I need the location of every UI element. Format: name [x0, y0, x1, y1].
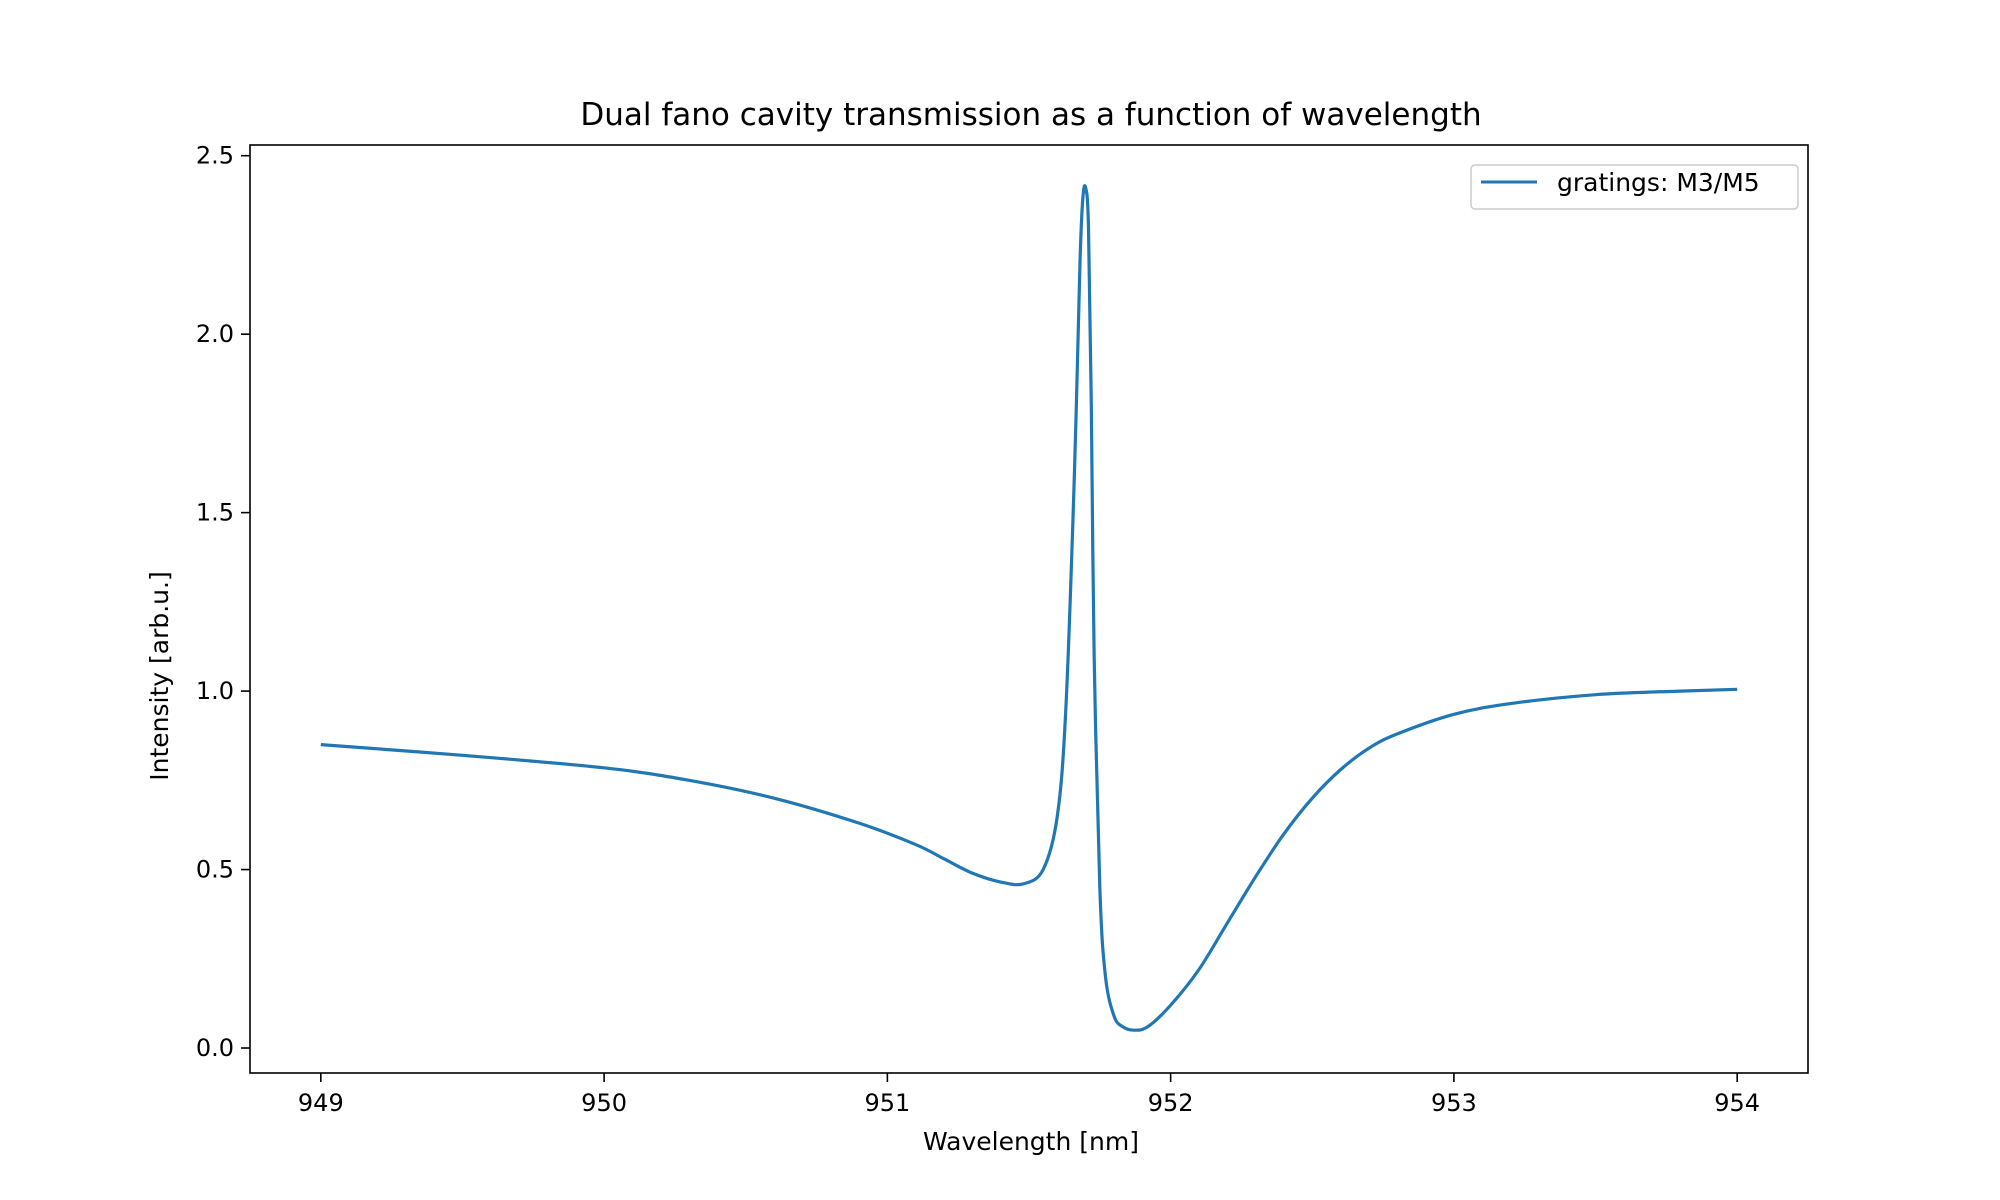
y-tick-label: 0.0: [196, 1034, 234, 1062]
x-tick-label: 954: [1714, 1089, 1760, 1117]
y-tick-label: 1.5: [196, 499, 234, 527]
y-tick-label: 0.5: [196, 856, 234, 884]
y-axis-title: Intensity [arb.u.]: [145, 571, 174, 780]
plot-area: 949 950 951 952 953 954 0.0 0.5 1.0 1.5 2.0 2.5: [196, 142, 1809, 1117]
axes-frame: [249, 144, 1809, 1074]
x-tick-label: 952: [1148, 1089, 1194, 1117]
x-tick-label: 950: [581, 1089, 627, 1117]
legend-entry-label: gratings: M3/M5: [1557, 168, 1760, 197]
x-tick-label: 953: [1431, 1089, 1477, 1117]
y-tick-label: 1.0: [196, 677, 234, 705]
x-tick-label: 951: [864, 1089, 910, 1117]
series-line-0: [320, 184, 1738, 1032]
y-tick-label: 2.0: [196, 320, 234, 348]
x-axis-title: Wavelength [nm]: [923, 1127, 1139, 1156]
chart-title: Dual fano cavity transmission as a funct…: [580, 97, 1481, 133]
legend: gratings: M3/M5: [1470, 164, 1799, 210]
legend-frame: [1470, 164, 1799, 210]
x-tick-label: 949: [298, 1089, 344, 1117]
y-tick-label: 2.5: [196, 142, 234, 170]
